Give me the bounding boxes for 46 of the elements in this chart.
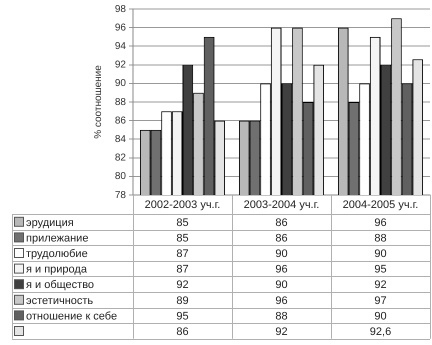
y-tick-label: 92	[114, 60, 126, 71]
y-axis-title: % соотношение	[92, 64, 104, 139]
data-label: 88	[275, 310, 288, 322]
data-label: 96	[275, 294, 288, 307]
y-tick-label: 96	[114, 22, 126, 34]
y-tick-label: 78	[114, 190, 126, 201]
y-tick-label: 94	[114, 40, 126, 52]
data-label: 95	[374, 264, 387, 276]
data-label: 90	[275, 279, 288, 292]
data-label: 85	[176, 216, 189, 229]
data-label: 92,6	[370, 326, 392, 338]
data-label: 96	[374, 216, 387, 229]
data-label: 86	[176, 326, 189, 338]
legend-label: я и общество	[26, 279, 94, 292]
data-label: 87	[176, 248, 189, 260]
legend-label: эстетичность	[26, 294, 94, 307]
legend-label: отношение к себе	[26, 310, 118, 322]
data-label: 86	[275, 216, 288, 229]
x-tick-label: 2002-2003 уч.г.	[144, 199, 220, 212]
data-label: 96	[275, 264, 288, 276]
y-tick-label: 84	[114, 134, 126, 145]
data-label: 95	[176, 310, 189, 322]
y-tick-label: 80	[114, 171, 126, 182]
y-tick-label: 86	[114, 115, 126, 126]
x-tick-label: 2004-2005 уч.г.	[342, 199, 418, 212]
y-tick-label: 88	[114, 96, 126, 108]
y-tick-label: 98	[114, 4, 126, 15]
data-label: 88	[374, 232, 387, 244]
data-label: 89	[176, 294, 189, 307]
y-tick-label: 82	[114, 152, 126, 164]
legend-label: я и природа	[26, 264, 88, 276]
legend-label: трудолюбие	[26, 248, 88, 260]
data-label: 86	[275, 232, 288, 244]
data-label: 90	[275, 248, 288, 260]
data-label: 92	[176, 279, 189, 292]
y-tick-label: 90	[114, 78, 126, 90]
legend-label: прилежание	[26, 232, 88, 244]
legend-label: эрудиция	[26, 216, 74, 229]
data-label: 87	[176, 264, 189, 276]
data-label: 97	[374, 294, 387, 307]
data-label: 90	[374, 310, 387, 322]
x-tick-label: 2003-2004 уч.г.	[244, 199, 320, 212]
data-label: 92	[374, 279, 387, 292]
data-label: 90	[374, 248, 387, 260]
data-label: 85	[176, 232, 189, 244]
data-label: 92	[275, 326, 288, 338]
